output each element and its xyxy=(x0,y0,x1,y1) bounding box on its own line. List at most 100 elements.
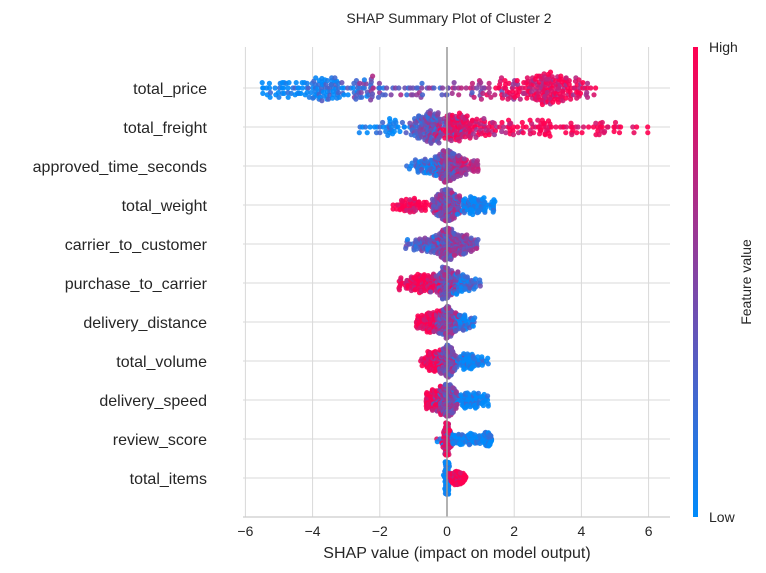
shap-point-purchase_to_carrier xyxy=(464,274,470,280)
shap-point-total_price xyxy=(396,85,402,91)
shap-point-total_weight xyxy=(411,195,417,201)
shap-point-total_price xyxy=(419,92,426,98)
shap-point-total_freight xyxy=(634,124,640,130)
shap-point-total_weight xyxy=(462,196,468,202)
shap-point-delivery_distance xyxy=(462,312,468,318)
shap-point-total_freight xyxy=(618,124,624,130)
shap-point-total_freight xyxy=(574,130,580,136)
shap-point-total_price xyxy=(478,96,484,102)
shap-point-carrier_to_customer xyxy=(404,237,411,243)
shap-point-total_price xyxy=(325,96,332,102)
shap-point-carrier_to_customer xyxy=(455,232,461,238)
shap-point-carrier_to_customer xyxy=(406,241,412,247)
shap-point-carrier_to_customer xyxy=(474,245,480,251)
shap-point-total_freight xyxy=(481,116,487,122)
shap-point-total_price xyxy=(266,80,272,86)
shap-point-carrier_to_customer xyxy=(468,235,474,241)
shap-point-total_freight xyxy=(489,124,495,130)
shap-point-purchase_to_carrier xyxy=(477,277,483,283)
shap-point-total_price xyxy=(319,98,325,104)
colorbar-low-label: Low xyxy=(709,509,736,525)
shap-point-delivery_speed xyxy=(485,403,491,409)
x-axis-label: SHAP value (impact on model output) xyxy=(323,545,590,562)
shap-point-total_freight xyxy=(563,130,569,136)
shap-point-purchase_to_carrier xyxy=(472,276,479,282)
shap-point-total_price xyxy=(576,77,582,83)
feature-label-total_volume: total_volume xyxy=(116,354,207,371)
shap-point-total_price xyxy=(498,75,505,81)
shap-point-total_price xyxy=(439,85,446,91)
shap-point-total_freight xyxy=(362,124,369,130)
shap-point-total_price xyxy=(336,94,342,100)
shap-point-approved_time_seconds xyxy=(412,157,418,163)
shap-point-total_price xyxy=(335,85,341,91)
x-tick-label: −6 xyxy=(237,523,253,539)
shap-point-total_price xyxy=(404,92,410,98)
shap-point-total_weight xyxy=(490,209,496,215)
shap-point-purchase_to_carrier xyxy=(428,289,434,295)
shap-point-carrier_to_customer xyxy=(414,246,420,252)
shap-point-total_freight xyxy=(611,128,617,135)
shap-point-total_volume xyxy=(469,364,476,370)
shap-point-delivery_distance xyxy=(470,323,476,329)
shap-point-total_freight xyxy=(401,124,407,130)
shap-point-approved_time_seconds xyxy=(450,150,456,156)
shap-point-total_freight xyxy=(486,128,492,134)
shap-point-total_freight xyxy=(575,124,581,130)
shap-point-total_freight xyxy=(473,134,479,140)
shap-point-total_price xyxy=(514,78,520,84)
shap-point-total_freight xyxy=(427,110,433,117)
shap-point-total_freight xyxy=(645,130,651,136)
shap-point-total_freight xyxy=(631,130,637,136)
shap-point-total_price xyxy=(566,78,572,84)
shap-point-total_price xyxy=(524,75,531,81)
shap-point-total_freight xyxy=(367,124,373,130)
feature-label-delivery_distance: delivery_distance xyxy=(83,315,207,332)
shap-point-total_volume xyxy=(419,363,425,369)
shap-point-total_price xyxy=(368,97,374,103)
shap-point-total_price xyxy=(313,75,319,81)
shap-point-total_price xyxy=(471,94,477,100)
shap-point-total_freight xyxy=(364,130,370,136)
shap-point-total_price xyxy=(259,80,265,86)
shap-point-total_freight xyxy=(580,124,587,130)
shap-point-total_price xyxy=(571,85,577,91)
shap-point-total_price xyxy=(486,90,492,96)
shap-point-total_weight xyxy=(491,197,497,203)
shap-point-delivery_distance xyxy=(452,328,459,334)
shap-point-delivery_speed xyxy=(454,401,460,407)
shap-point-review_score xyxy=(443,420,449,426)
shap-point-total_freight xyxy=(380,119,386,126)
shap-point-approved_time_seconds xyxy=(442,179,448,185)
shap-point-total_price xyxy=(339,80,345,86)
shap-point-approved_time_seconds xyxy=(463,171,469,177)
shap-point-total_freight xyxy=(599,119,605,126)
shap-point-approved_time_seconds xyxy=(456,153,462,159)
shap-point-total_weight xyxy=(422,207,428,213)
colorbar-label: Feature value xyxy=(738,239,754,325)
shap-point-total_price xyxy=(293,80,299,86)
shap-point-total_volume xyxy=(479,362,485,368)
shap-point-total_price xyxy=(328,82,334,88)
shap-point-total_price xyxy=(310,95,316,101)
shap-point-total_volume xyxy=(451,352,457,358)
shap-point-total_price xyxy=(478,80,484,86)
shap-point-total_price xyxy=(329,95,336,101)
shap-point-total_price xyxy=(357,80,363,86)
shap-point-total_price xyxy=(376,80,382,86)
shap-point-total_freight xyxy=(380,124,386,130)
shap-point-total_freight xyxy=(387,116,393,122)
x-tick-label: −2 xyxy=(372,523,388,539)
shap-point-total_price xyxy=(529,89,535,95)
feature-label-total_freight: total_freight xyxy=(123,120,207,137)
feature-label-total_weight: total_weight xyxy=(122,198,208,215)
shap-point-total_price xyxy=(276,94,282,100)
shap-point-purchase_to_carrier xyxy=(398,275,404,281)
shap-point-delivery_distance xyxy=(472,315,478,321)
shap-point-total_freight xyxy=(469,117,475,123)
shap-point-total_price xyxy=(580,80,586,86)
shap-point-delivery_speed xyxy=(449,410,455,416)
shap-point-total_price xyxy=(492,92,498,98)
shap-point-total_freight xyxy=(616,130,623,136)
shap-point-total_price xyxy=(481,85,487,91)
